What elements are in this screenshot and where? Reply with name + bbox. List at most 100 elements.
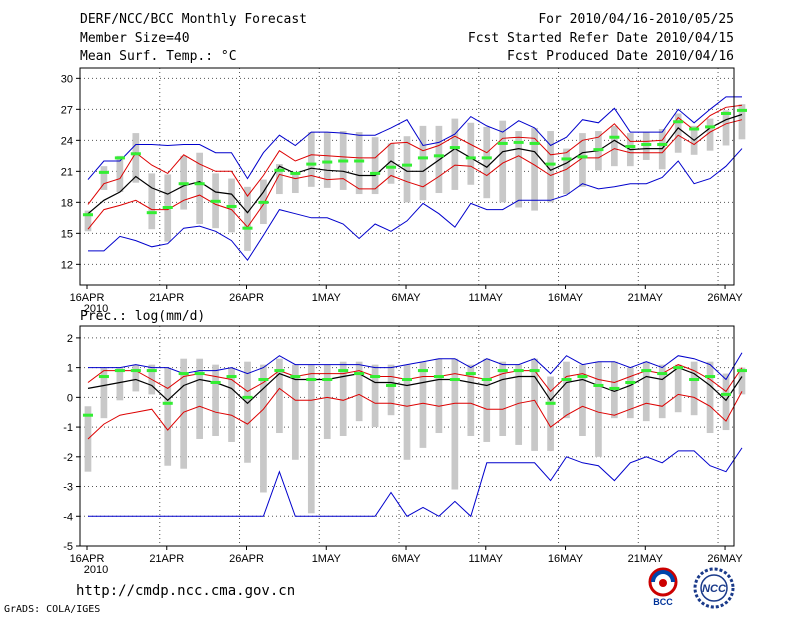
median-marker [593,383,604,387]
median-marker [561,157,572,161]
median-marker [226,375,237,379]
median-marker [593,148,604,152]
ensemble-box [722,110,730,146]
median-marker [465,372,476,376]
ensemble-box [323,132,331,188]
y-tick-label: 18 [61,197,73,209]
ensemble-box [738,367,746,395]
median-marker [322,160,333,164]
median-marker [258,378,269,382]
x-tick-label: 21MAY [628,292,664,304]
precipitation-panel: -5 -4 -3 -2 -1 0 1 2 16APR 21APR 26APR 1MAY 6MAY 11MA… [63,325,748,576]
ensemble-box [626,367,634,419]
ensemble-box [642,361,650,422]
x-tick-label: 16MAY [548,292,584,304]
median-marker [130,369,141,373]
median-marker [689,127,700,131]
median-marker [178,372,189,376]
median-marker [433,375,444,379]
ensemble-box [531,127,538,211]
ensemble-box [260,364,267,493]
x-tick-label: 6MAY [391,553,421,565]
median-marker [162,401,173,405]
ensemble-box [467,364,475,436]
ensemble-box [339,361,347,436]
median-marker [577,375,588,379]
ensemble-box [355,132,363,195]
ensemble-box [196,358,203,439]
median-marker [545,162,556,166]
median-marker [433,154,444,158]
ensemble-box [483,126,491,199]
y-tick-label: -3 [63,482,73,494]
x-tick-label: 11MAY [469,553,504,565]
plot-frame [79,325,735,547]
source-url[interactable]: http://cmdp.ncc.cma.gov.cn [76,583,296,599]
median-marker [194,372,205,376]
ensemble-box [371,364,379,428]
ensemble-box [674,113,682,153]
y-tick-label: 30 [61,73,73,85]
median-marker [481,378,492,382]
y-tick-label: 15 [61,228,73,240]
median-marker [401,163,413,167]
ensemble-box [658,364,666,419]
ensemble-box [116,155,124,192]
x-tick-label: 26APR [229,553,264,565]
median-marker [641,369,652,373]
ensemble-box [435,358,443,434]
median-marker [529,369,540,373]
x-year-label: 2010 [84,564,108,576]
median-marker [720,392,732,396]
ensemble-box [116,367,124,401]
median-marker [82,413,94,417]
median-marker [609,135,620,139]
x-tick-label: 16APR [70,292,105,304]
median-marker [705,375,716,379]
ensemble-box [547,131,554,203]
ens_min-line [88,148,743,262]
y-tick-label: -5 [63,541,73,553]
ensemble-box [690,361,698,416]
ensemble-box [132,133,140,183]
ensemble-box [100,367,108,419]
median-marker [497,141,508,145]
median-marker [545,401,556,405]
median-marker [290,375,301,379]
median-marker [689,378,700,382]
x-tick-label: 21APR [149,292,184,304]
lower_spread-line [87,387,743,440]
y-tick-label: 24 [61,135,73,147]
ensemble-box [355,361,363,422]
median-marker [673,120,684,124]
upper_spread-line [87,104,743,205]
fcst-produced-label: Fcst Produced Date 2010/04/16 [507,49,734,64]
median-marker [370,171,381,175]
ensemble-box [244,186,251,251]
median-marker [226,204,237,208]
median-marker [274,369,285,373]
ensemble-box [100,166,108,190]
y-tick-label: -4 [63,511,73,523]
ensemble-box [595,361,602,457]
ensemble-box [419,361,427,448]
ensemble-box [276,358,283,434]
ensemble-box [196,152,203,225]
x-tick-label: 26MAY [707,553,743,565]
median-marker [98,375,109,379]
ensemble-box [451,358,459,490]
ensemble-box [706,118,714,151]
ensemble-box [291,172,299,194]
median-marker [114,156,125,160]
median-marker [306,378,317,382]
median-marker [322,378,333,382]
ensemble-box [563,148,570,195]
bcc-logo: BCC [648,567,678,607]
ensemble-box [244,361,251,463]
median-marker [242,226,253,230]
ensemble-box [531,358,538,451]
x-tick-label: 11MAY [469,292,504,304]
ensemble-box [180,358,188,469]
y-tick-label: 27 [61,104,73,116]
